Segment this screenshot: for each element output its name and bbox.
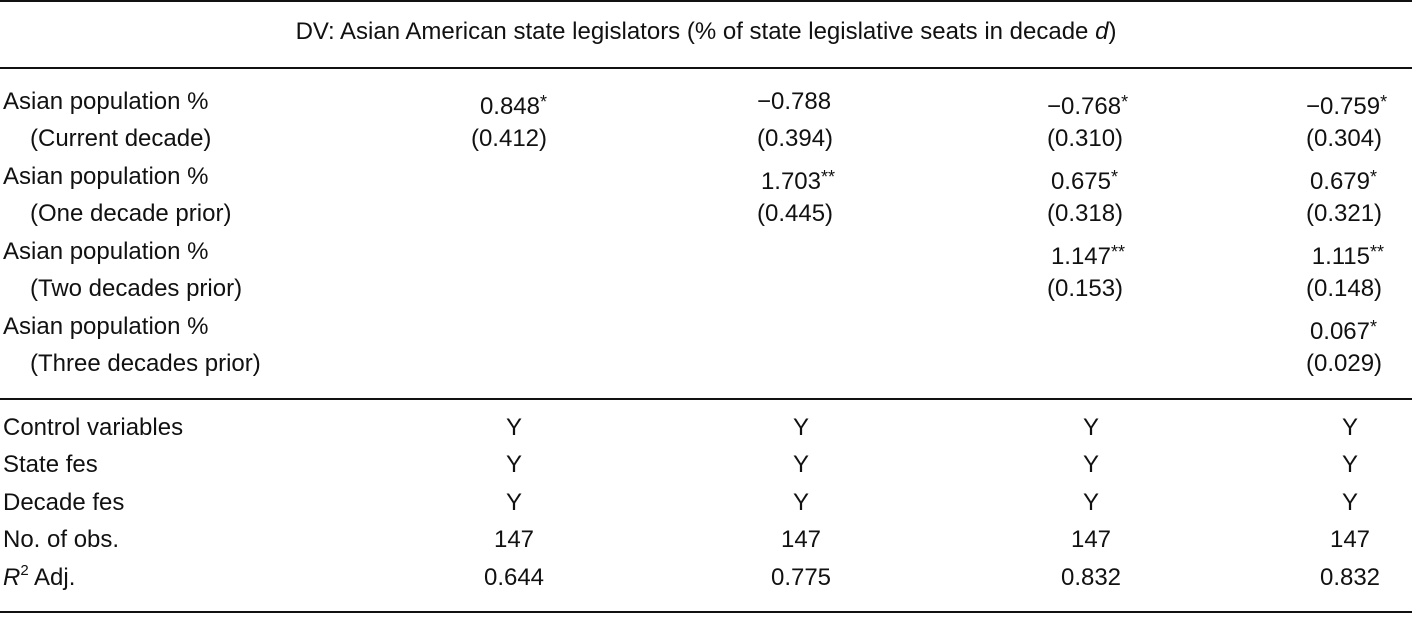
cell: Y [1341,451,1358,478]
cell: −0.788 [757,88,832,115]
header-suffix: ) [1108,18,1117,45]
table-row: Control variables Y Y Y Y [0,411,1412,445]
cell: (0.321) [1306,200,1383,227]
row-label: Asian population % [3,88,209,115]
header-rule [0,67,1412,69]
mid-rule [0,398,1412,400]
cell: 0.832 [1319,564,1381,591]
row-label: (Current decade) [30,125,212,152]
cell [757,347,845,381]
cell: Y [505,414,522,441]
table-row: (Three decades prior) (0.029) [0,347,1412,381]
cell [757,235,845,269]
table-row: Asian population % 1.703** 0.675* 0.679* [0,160,1412,195]
cell: Y [792,451,809,478]
cell: 1.147** [1050,242,1126,270]
cell: Y [1082,451,1099,478]
row-label: Asian population % [3,163,209,190]
cell: 0.675* [1050,167,1119,195]
cell [470,197,558,231]
cell: Y [792,414,809,441]
cell [470,272,558,306]
cell [1047,347,1135,381]
top-rule [0,0,1412,2]
cell: 0.832 [1060,564,1122,591]
table-row: (Current decade) (0.412) (0.394) (0.310)… [0,122,1412,156]
cell: 1.703** [760,167,836,195]
table-row: No. of obs. 147 147 147 147 [0,523,1412,557]
row-label: (One decade prior) [30,200,232,227]
cell: 147 [780,526,822,553]
cell [470,235,558,269]
cell: (0.148) [1306,275,1383,302]
header-var: d [1095,18,1109,45]
cell: (0.153) [1047,275,1124,302]
table-row: State fes Y Y Y Y [0,448,1412,482]
cell: (0.029) [1306,350,1383,377]
cell: (0.412) [470,125,548,152]
cell: 0.848* [479,92,548,120]
cell: Y [792,489,809,516]
row-label: No. of obs. [3,526,120,553]
cell: (0.445) [757,200,834,227]
cell: 0.644 [483,564,545,591]
row-label: Control variables [3,414,184,441]
cell: 0.775 [770,564,832,591]
cell: 147 [1329,526,1371,553]
table-header: DV: Asian American state legislators (% … [0,15,1412,49]
table-row: (Two decades prior) (0.153) (0.148) [0,272,1412,306]
r2-suffix: Adj. [28,564,76,591]
row-label: Decade fes [3,489,125,516]
cell: Y [1082,414,1099,441]
cell: Y [505,489,522,516]
row-label: R2 Adj. [3,561,75,595]
r2-sup: 2 [20,562,29,579]
cell: 147 [493,526,535,553]
cell [757,310,845,344]
table-row: (One decade prior) (0.445) (0.318) (0.32… [0,197,1412,231]
cell: 0.679* [1309,167,1378,195]
cell: (0.304) [1306,125,1383,152]
cell [757,272,845,306]
table-row: R2 Adj. 0.644 0.775 0.832 0.832 [0,561,1412,595]
cell: 1.115** [1311,242,1385,270]
table-row: Asian population % 0.848* −0.788 −0.768*… [0,85,1412,120]
cell: Y [505,451,522,478]
cell: −0.768* [1047,92,1129,120]
cell: 0.067* [1309,317,1378,345]
cell: Y [1341,489,1358,516]
row-label: Asian population % [3,238,209,265]
cell: (0.318) [1047,200,1124,227]
table-row: Asian population % 1.147** 1.115** [0,235,1412,270]
bottom-rule [0,611,1412,613]
cell: Y [1082,489,1099,516]
cell: (0.394) [757,125,834,152]
table-row: Asian population % 0.067* [0,310,1412,345]
table-row: Decade fes Y Y Y Y [0,486,1412,520]
header-prefix: DV: Asian American state legislators (% … [295,18,1096,45]
cell: 147 [1070,526,1112,553]
cell [470,310,558,344]
row-label: (Three decades prior) [30,350,261,377]
cell [470,160,558,194]
row-label: State fes [3,451,98,478]
cell: (0.310) [1047,125,1124,152]
row-label: Asian population % [3,313,209,340]
cell: −0.759* [1306,92,1388,120]
cell [470,347,558,381]
cell [1047,310,1135,344]
r2-var: R [3,564,21,591]
row-label: (Two decades prior) [30,275,243,302]
cell: Y [1341,414,1358,441]
